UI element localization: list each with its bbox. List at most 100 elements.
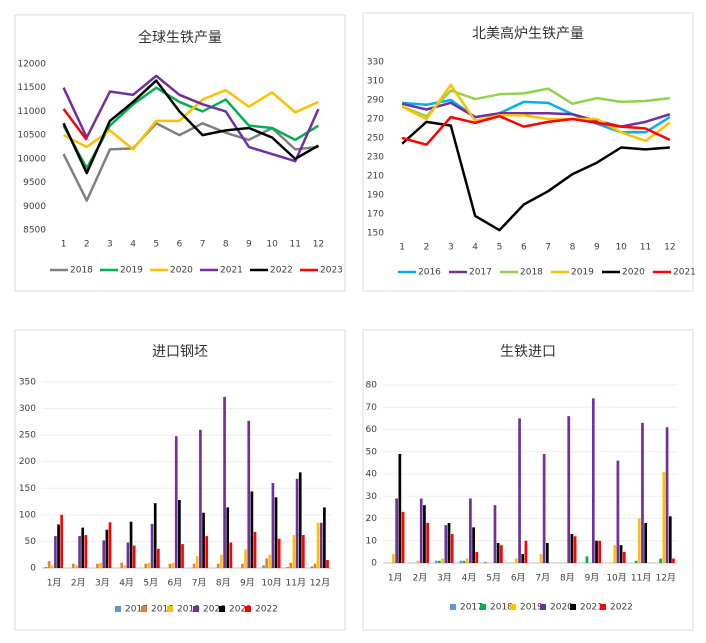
- bar: [423, 505, 426, 563]
- x-tick-label: 7月: [192, 578, 207, 589]
- bar: [438, 560, 441, 563]
- bar: [313, 563, 317, 568]
- line-series: [62, 108, 88, 141]
- bar: [50, 565, 54, 568]
- legend-label: 2019: [120, 266, 143, 276]
- y-tick-label: 190: [367, 191, 384, 201]
- legend-label: 2018: [490, 603, 513, 613]
- legend-label: 2020: [203, 605, 226, 615]
- x-tick-label: 4: [472, 243, 478, 253]
- bar: [271, 482, 275, 568]
- bar: [178, 499, 181, 568]
- legend-swatch: [540, 604, 546, 610]
- x-tick-label: 11: [640, 243, 651, 253]
- x-tick-label: 7: [200, 240, 206, 250]
- bar: [542, 453, 546, 563]
- bar: [75, 565, 78, 568]
- line-series: [62, 74, 320, 163]
- bar: [591, 398, 595, 563]
- y-tick-label: 270: [367, 115, 384, 125]
- x-tick-label: 6月: [168, 578, 183, 589]
- legend-swatch: [510, 604, 516, 610]
- bar: [57, 524, 60, 568]
- bar: [168, 563, 172, 568]
- chart-title: 全球生铁产量: [138, 29, 222, 46]
- x-tick-label: 12月: [655, 573, 675, 584]
- bar: [99, 562, 102, 568]
- bar: [616, 460, 620, 563]
- x-tick-label: 11月: [286, 578, 306, 589]
- bar: [229, 542, 233, 568]
- bar: [323, 507, 326, 568]
- x-tick-label: 4月: [462, 573, 477, 584]
- bar: [539, 554, 543, 563]
- y-tick-label: 50: [25, 537, 37, 547]
- bar: [265, 558, 268, 568]
- bar: [223, 396, 226, 568]
- legend-label: 2018: [151, 605, 174, 615]
- chart-title: 生铁进口: [500, 344, 556, 360]
- legend-label: 2017: [125, 605, 148, 615]
- bar: [416, 560, 420, 563]
- y-tick-label: 150: [367, 229, 384, 239]
- x-tick-label: 6: [177, 240, 183, 250]
- bar: [595, 540, 598, 563]
- bar: [289, 562, 293, 568]
- bar: [262, 565, 265, 568]
- legend-label: 2020: [170, 266, 193, 276]
- y-tick-label: 8500: [23, 226, 46, 236]
- bar: [598, 540, 602, 563]
- bar: [105, 529, 109, 568]
- x-tick-label: 6: [521, 243, 527, 253]
- y-tick-label: 0: [371, 559, 377, 569]
- bar: [120, 562, 123, 568]
- panel: [362, 329, 694, 631]
- x-tick-label: 2: [424, 243, 430, 253]
- legend-label: 2019: [177, 605, 200, 615]
- bar: [326, 560, 329, 568]
- bar: [205, 536, 209, 568]
- bar: [622, 551, 626, 563]
- legend-label: 2020: [622, 268, 645, 278]
- y-tick-label: 230: [367, 153, 384, 163]
- legend-swatch: [193, 606, 199, 612]
- legend-label: 2019: [571, 268, 594, 278]
- bar: [398, 453, 402, 563]
- bar: [545, 542, 549, 563]
- bar: [573, 536, 577, 563]
- legend-label: 2022: [255, 605, 278, 615]
- line-series: [401, 87, 670, 118]
- bar: [216, 563, 220, 568]
- x-tick-label: 3: [107, 240, 113, 250]
- bar: [401, 511, 405, 563]
- bar: [310, 566, 314, 568]
- bar: [613, 545, 617, 563]
- bar: [44, 566, 48, 568]
- x-tick-label: 12月: [310, 578, 330, 589]
- x-tick-label: 10: [615, 243, 627, 253]
- x-tick-label: 8月: [560, 573, 575, 584]
- y-tick-label: 200: [19, 457, 36, 467]
- legend-label: 2023: [320, 266, 343, 276]
- y-tick-label: 80: [366, 381, 378, 391]
- line-series: [402, 98, 671, 134]
- y-tick-label: 12000: [17, 60, 46, 70]
- bar: [102, 540, 106, 568]
- bar: [419, 498, 423, 563]
- legend-swatch: [450, 604, 456, 610]
- y-tick-label: 250: [367, 134, 384, 144]
- y-tick-label: 290: [367, 96, 384, 106]
- bar: [462, 560, 466, 563]
- x-tick-label: 2月: [71, 578, 86, 589]
- bar: [108, 522, 112, 568]
- x-tick-label: 12: [313, 240, 324, 250]
- bar: [500, 545, 503, 563]
- bar: [567, 416, 571, 563]
- legend-label: 2018: [520, 268, 543, 278]
- legend-label: 2017: [460, 603, 483, 613]
- line-series: [63, 88, 319, 151]
- bar: [150, 523, 154, 568]
- bar: [659, 558, 663, 563]
- bar: [298, 472, 302, 568]
